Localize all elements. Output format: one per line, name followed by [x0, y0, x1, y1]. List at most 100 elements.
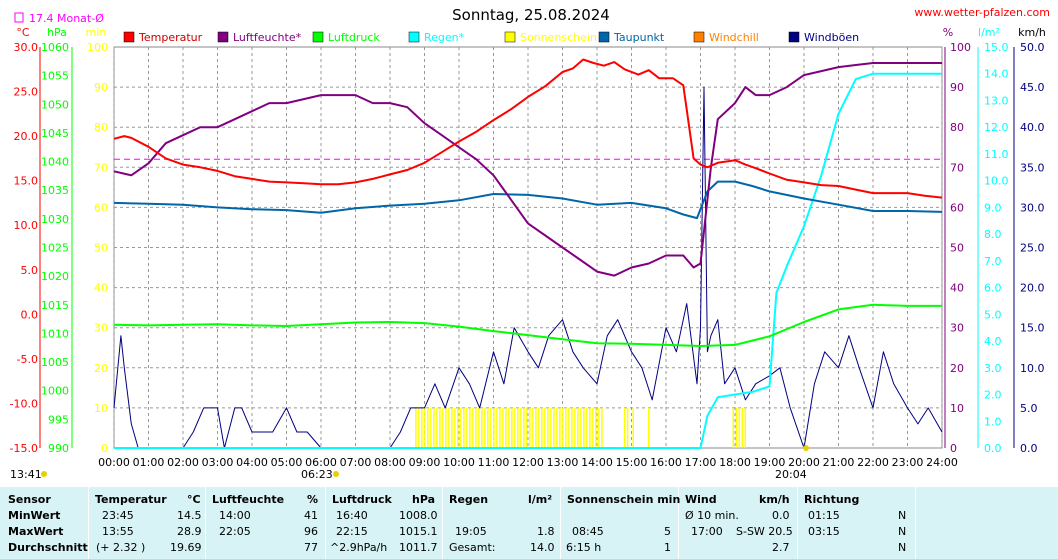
- temp-tick-label: -15.0: [10, 442, 38, 455]
- header-press: Luftdruck: [332, 493, 392, 506]
- wind-tick-label: 45.0: [1020, 81, 1045, 94]
- temp-tick-label: 5.0: [21, 264, 39, 277]
- minutes-tick-label: 90: [94, 81, 108, 94]
- minutes-tick-label: 20: [94, 362, 108, 375]
- header-hum: Luftfeuchte: [212, 493, 285, 506]
- humidity-tick-label: 70: [950, 161, 964, 174]
- temp-tick-label: -10.0: [10, 397, 38, 410]
- rain-tick-label: 10.0: [984, 175, 1009, 188]
- humidity-tick-label: 90: [950, 81, 964, 94]
- row-label: MinWert: [8, 509, 61, 522]
- series-line-temperatur: [113, 58, 943, 199]
- x-tick-label: 09:00: [409, 456, 441, 469]
- minutes-tick-label: 50: [94, 242, 108, 255]
- rain-tick-label: 8.0: [984, 228, 1002, 241]
- x-tick-label: 13:00: [547, 456, 579, 469]
- cell: 0.0: [772, 509, 790, 522]
- header-sun: Sonnenschein min: [567, 493, 681, 506]
- temp-tick-label: 30.0: [14, 41, 39, 54]
- pressure-tick-label: 1025: [41, 242, 69, 255]
- cell: ^2.9hPa/h: [330, 541, 388, 554]
- rain-tick-label: 0.0: [984, 442, 1002, 455]
- wind-tick-label: 5.0: [1020, 402, 1038, 415]
- temp-tick-label: 20.0: [14, 130, 39, 143]
- humidity-tick-label: 100: [950, 41, 971, 54]
- x-tick-label: 16:00: [650, 456, 682, 469]
- temp-tick-label: 15.0: [14, 175, 39, 188]
- humidity-tick-label: 40: [950, 282, 964, 295]
- pressure-tick-label: 1050: [41, 98, 69, 111]
- header-wind-unit: km/h: [759, 493, 790, 506]
- rain-tick-label: 7.0: [984, 255, 1002, 268]
- series-line-taupunkt: [113, 180, 943, 220]
- pressure-tick-label: 995: [48, 413, 69, 426]
- rain-tick-label: 6.0: [984, 282, 1002, 295]
- cell: 19:05: [455, 525, 487, 538]
- temp-tick-label: 0.0: [21, 308, 39, 321]
- series-line-regen: [114, 72, 942, 449]
- rain-tick-label: 11.0: [984, 148, 1009, 161]
- site-url: www.wetter-pfalzen.com: [914, 6, 1050, 19]
- pressure-unit: hPa: [47, 26, 67, 39]
- chart-title: Sonntag, 25.08.2024: [452, 6, 610, 24]
- minutes-unit: min: [86, 26, 107, 39]
- wind-tick-label: 15.0: [1020, 322, 1045, 335]
- minutes-tick-label: 80: [94, 121, 108, 134]
- cell: 1015.1: [399, 525, 438, 538]
- x-tick-label: 04:00: [236, 456, 268, 469]
- temp-unit: °C: [16, 26, 30, 39]
- cell: 6:15 h: [566, 541, 602, 554]
- wind-tick-label: 30.0: [1020, 201, 1045, 214]
- sun-icon: [41, 471, 47, 477]
- pressure-tick-label: 1000: [41, 385, 69, 398]
- cell: 1.8: [537, 525, 555, 538]
- x-tick-label: 10:00: [443, 456, 475, 469]
- pressure-tick-label: 1020: [41, 270, 69, 283]
- rain-tick-label: 13.0: [984, 94, 1009, 107]
- humidity-tick-label: 50: [950, 242, 964, 255]
- pressure-tick-label: 990: [48, 442, 69, 455]
- series-line-windben: [113, 86, 943, 449]
- cell: S-SW 20.5: [736, 525, 793, 538]
- stats-table: Sensor Temperatur °C Luftfeuchte % Luftd…: [0, 486, 1058, 559]
- legend-swatch: [408, 31, 420, 43]
- header-hum-unit: %: [307, 493, 319, 506]
- humidity-tick-label: 60: [950, 201, 964, 214]
- cell: 19.69: [170, 541, 202, 554]
- header-rain-unit: l/m²: [528, 493, 553, 506]
- pressure-tick-label: 1010: [41, 327, 69, 340]
- pressure-tick-label: 1055: [41, 70, 69, 83]
- x-tick-label: 21:00: [823, 456, 855, 469]
- x-tick-label: 03:00: [202, 456, 234, 469]
- temp-tick-label: 10.0: [14, 219, 39, 232]
- rain-tick-label: 9.0: [984, 201, 1002, 214]
- humidity-tick-label: 0: [950, 442, 957, 455]
- monthly-avg-icon: [14, 12, 24, 23]
- cell: N: [898, 525, 907, 538]
- x-tick-label: 06:00: [305, 456, 337, 469]
- pressure-tick-label: 1045: [41, 127, 69, 140]
- cell: Gesamt:: [449, 541, 496, 554]
- legend-label: Windchill: [709, 31, 759, 44]
- cell: 77: [304, 541, 318, 554]
- header-temp-unit: °C: [187, 493, 201, 506]
- cell: 14:00: [219, 509, 251, 522]
- wind-unit: km/h: [1018, 26, 1046, 39]
- minutes-tick-label: 30: [94, 322, 108, 335]
- cell: 14.0: [530, 541, 555, 554]
- wind-tick-label: 50.0: [1020, 41, 1045, 54]
- legend-swatch: [312, 31, 324, 43]
- legend-label: Temperatur: [138, 31, 203, 44]
- weather-chart: 00:00 01:00 02:00 03:00 04:00 05:00 06:00 07:00…: [10, 6, 1050, 481]
- x-tick-label: 19:00: [754, 456, 786, 469]
- rain-unit: l/m²: [978, 26, 1000, 39]
- legend-swatch: [217, 31, 229, 43]
- legend-label: Taupunkt: [613, 31, 665, 44]
- x-tick-label: 01:00: [133, 456, 165, 469]
- header-sensor: Sensor: [8, 493, 51, 506]
- pressure-tick-label: 1015: [41, 299, 69, 312]
- cell: N: [898, 541, 907, 554]
- row-label: Durchschnitt: [8, 541, 88, 554]
- cell: 1011.7: [399, 541, 438, 554]
- rain-tick-label: 5.0: [984, 308, 1002, 321]
